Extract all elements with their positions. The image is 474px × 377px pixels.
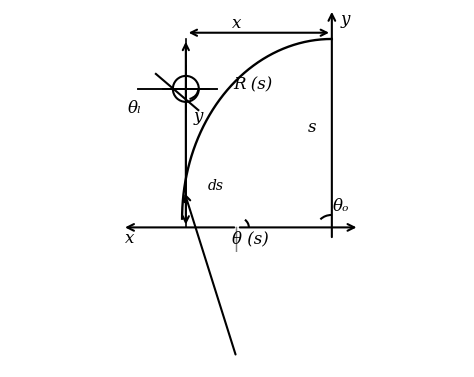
Text: s: s [308, 119, 316, 136]
Text: θ (s): θ (s) [232, 230, 269, 247]
Text: x: x [125, 230, 134, 247]
Text: y: y [341, 11, 350, 28]
Text: x: x [232, 15, 242, 32]
Text: R (s): R (s) [234, 77, 273, 93]
Text: θₒ: θₒ [332, 198, 349, 215]
Text: ds: ds [208, 179, 224, 193]
Text: y: y [193, 108, 203, 125]
Text: θₗ: θₗ [128, 100, 142, 117]
